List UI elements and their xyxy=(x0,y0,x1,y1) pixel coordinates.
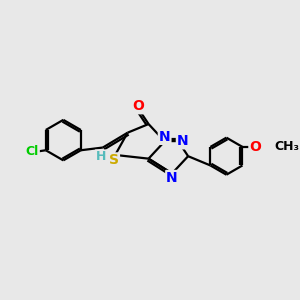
Text: N: N xyxy=(159,130,170,144)
Text: S: S xyxy=(109,153,119,167)
Text: N: N xyxy=(177,134,188,148)
Text: CH₃: CH₃ xyxy=(274,140,300,153)
Text: Cl: Cl xyxy=(26,145,39,158)
Text: O: O xyxy=(133,99,145,113)
Text: O: O xyxy=(249,140,261,154)
Text: N: N xyxy=(166,171,178,185)
Text: H: H xyxy=(96,150,106,164)
